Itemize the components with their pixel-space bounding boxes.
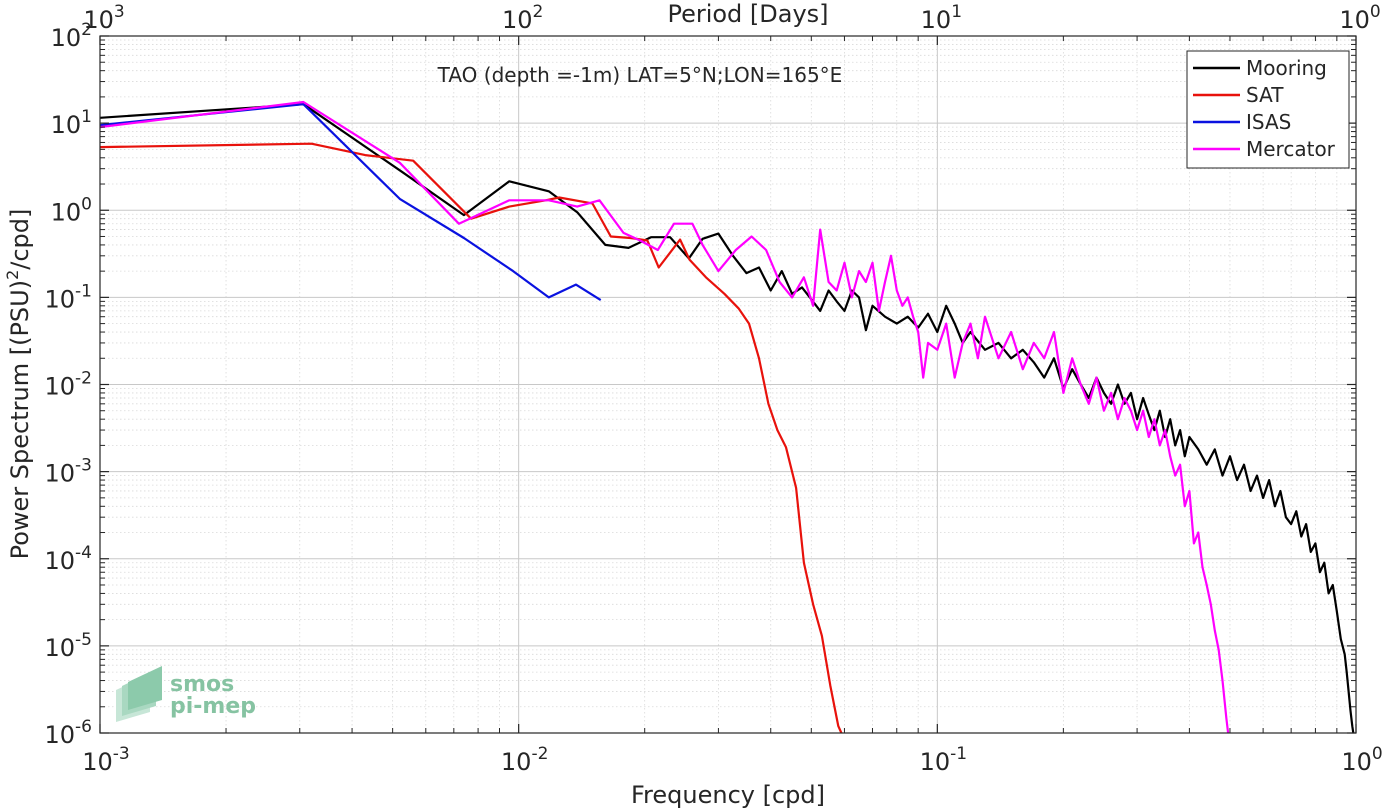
y-tick-label: 100: [51, 194, 92, 226]
series-layer: [99, 100, 1355, 734]
top-tick-label: 103: [83, 2, 124, 34]
y-tick-label: 10-4: [45, 543, 93, 575]
series-line-mooring: [99, 103, 1355, 734]
top-tick-label: 100: [1339, 2, 1380, 34]
x-tick-labels: 10-3 10-2 10-1 100: [82, 744, 1382, 776]
logo-mark-icon: [116, 666, 162, 722]
legend-label-sat: SAT: [1246, 83, 1284, 107]
x-tick-label: 100: [1341, 744, 1382, 776]
series-line-isas: [99, 103, 602, 302]
y-tick-label: 10-5: [45, 630, 93, 662]
legend-label-mercator: Mercator: [1246, 137, 1336, 161]
chart-annotation: TAO (depth =-1m) LAT=5°N;LON=165°E: [437, 63, 843, 87]
logo-line-1: smos: [170, 672, 234, 697]
x-axis-title: Frequency [cpd]: [631, 781, 825, 809]
y-tick-label: 102: [51, 20, 92, 52]
y-tick-label: 101: [51, 107, 92, 139]
y-tick-labels: 102 101 100 10-1 10-2 10-3 10-4 10-5 10-6: [45, 20, 93, 749]
top-tick-labels: 103 102 101 100: [83, 2, 1380, 34]
logo-line-2: pi-mep: [170, 694, 256, 719]
top-tick-label: 101: [921, 2, 962, 34]
y-tick-label: 10-2: [45, 369, 93, 401]
y-tick-label: 10-6: [45, 717, 93, 749]
x-tick-label: 10-2: [501, 744, 549, 776]
legend: Mooring SAT ISAS Mercator: [1186, 50, 1350, 169]
legend-label-mooring: Mooring: [1246, 56, 1327, 80]
series-line-sat: [99, 142, 843, 734]
y-axis-title: Power Spectrum [(PSU)2/cpd]: [3, 209, 34, 560]
series-line-mercator: [99, 100, 1230, 734]
tick-marks: [99, 35, 1357, 734]
y-tick-label: 10-1: [45, 281, 93, 313]
x-tick-label: 10-3: [82, 744, 130, 776]
top-tick-label: 102: [502, 2, 543, 34]
top-axis-title: Period [Days]: [667, 0, 828, 28]
y-tick-label: 10-3: [45, 456, 93, 488]
legend-label-isas: ISAS: [1246, 110, 1291, 134]
x-tick-label: 10-1: [920, 744, 968, 776]
smos-pimep-logo: smos pi-mep: [116, 666, 256, 722]
